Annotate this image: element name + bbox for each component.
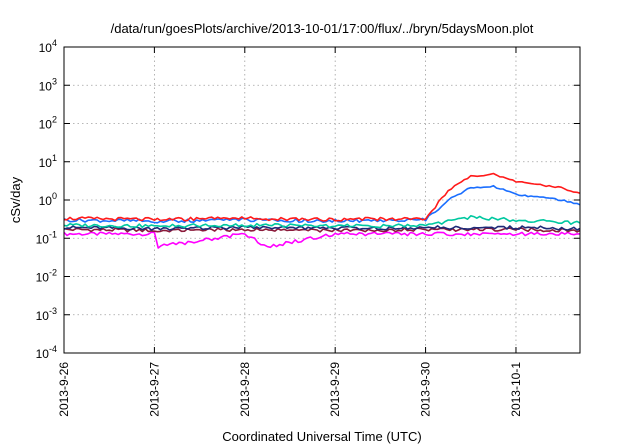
series-line-6 [63, 172, 581, 222]
y-tick-label: 10-4 [36, 344, 57, 361]
x-tick-label: 2013-10-1 [509, 362, 523, 417]
x-tick-label: 2013-9-28 [238, 362, 252, 417]
x-axis-ticks: 2013-9-26 2013-9-27 2013-9-28 2013-9-29 2013… [57, 47, 523, 417]
x-tick-label: 2013-9-26 [57, 362, 71, 417]
y-tick-label: 10-2 [36, 268, 57, 285]
x-axis-label: Coordinated Universal Time (UTC) [222, 429, 421, 444]
y-tick-label: 10-3 [36, 306, 57, 323]
y-tick-label: 103 [39, 76, 57, 93]
series-line-4 [63, 215, 581, 229]
series-line-3 [63, 225, 581, 231]
series-line-1 [63, 231, 580, 249]
y-tick-label: 102 [39, 115, 57, 132]
y-tick-label: 10-1 [36, 229, 57, 246]
x-tick-label: 2013-9-27 [147, 362, 161, 417]
y-axis-ticks: 10-4 10-3 10-2 10-1 100 101 102 103 104 [36, 38, 580, 361]
grid [64, 47, 580, 353]
series-lines [63, 172, 581, 249]
series-line-5 [63, 184, 581, 224]
chart-title: /data/run/goesPlots/archive/2013-10-01/1… [111, 21, 534, 36]
series-line-2 [63, 227, 581, 233]
y-tick-label: 101 [39, 153, 57, 170]
y-tick-label: 104 [39, 38, 57, 55]
y-tick-label: 100 [39, 191, 57, 208]
x-tick-label: 2013-9-29 [328, 362, 342, 417]
x-tick-label: 2013-9-30 [419, 362, 433, 417]
y-axis-label: cSv/day [8, 176, 23, 223]
